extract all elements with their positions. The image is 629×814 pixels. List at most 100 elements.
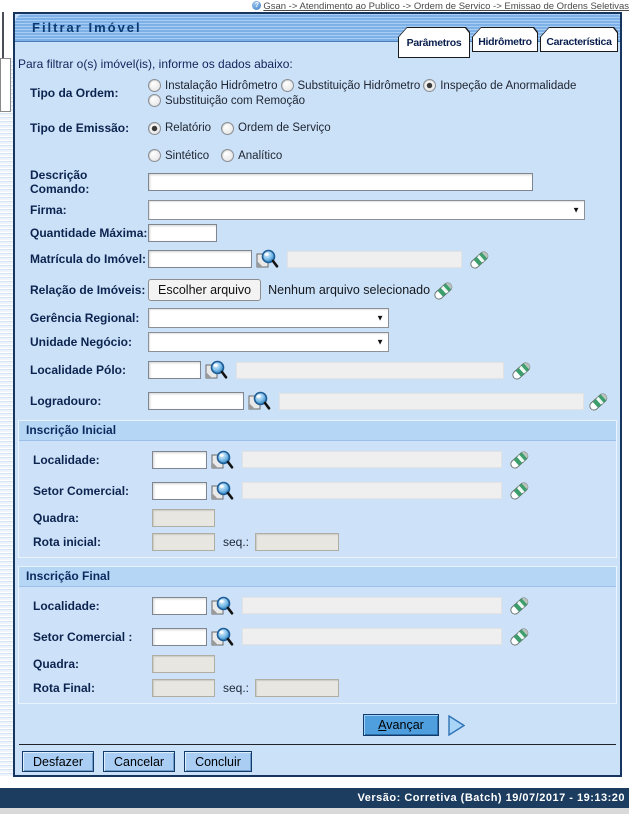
inicial-quadra-input <box>152 509 215 527</box>
radio-input-instalacao-hidrometro[interactable] <box>148 79 161 92</box>
descricao-comando-label: Descrição Comando: <box>30 168 90 196</box>
matricula-imovel-label: Matrícula do Imóvel: <box>30 252 147 266</box>
localidade-polo-input[interactable] <box>148 361 201 379</box>
gerencia-regional-label: Gerência Regional: <box>30 311 140 325</box>
inscricao-inicial-title: Inscrição Inicial <box>19 421 616 441</box>
search-icon[interactable] <box>255 248 279 270</box>
final-quadra-input <box>152 655 215 673</box>
inscricao-inicial-section: Inscrição Inicial Localidade: <box>18 420 617 558</box>
localidade-polo-label: Localidade Pólo: <box>30 363 127 377</box>
final-localidade-input[interactable] <box>152 596 207 615</box>
radio-inspecao-anormalidade[interactable]: Inspeção de Anormalidade <box>423 79 576 92</box>
divider <box>19 744 616 745</box>
final-rota-input <box>152 679 215 697</box>
search-icon[interactable] <box>210 595 234 617</box>
search-icon[interactable] <box>247 390 271 412</box>
radio-substituicao-hidrometro[interactable]: Substituição Hidrômetro <box>280 79 420 92</box>
matricula-imovel-input[interactable] <box>148 250 252 268</box>
radio-input-inspecao-anormalidade[interactable] <box>423 79 437 92</box>
inicial-rota-seq-input <box>255 533 340 551</box>
inicial-localidade-label: Localidade: <box>33 452 100 467</box>
forward-arrow-icon[interactable] <box>448 715 465 736</box>
logradouro-input[interactable] <box>148 392 244 410</box>
logradouro-label: Logradouro: <box>30 394 102 408</box>
help-icon[interactable] <box>252 1 262 11</box>
localidade-polo-display <box>236 361 504 379</box>
search-icon[interactable] <box>210 449 234 471</box>
gerencia-regional-select[interactable] <box>148 308 389 328</box>
eraser-icon[interactable] <box>589 392 608 411</box>
eraser-icon[interactable] <box>510 596 529 615</box>
radio-input-substituicao-remocao[interactable] <box>148 94 161 107</box>
frame-splitter-handle[interactable] <box>0 58 11 112</box>
inicial-rota-label: Rota inicial: <box>33 535 102 549</box>
radio-ordem-servico[interactable]: Ordem de Serviço <box>221 121 331 135</box>
final-seq-label: seq.: <box>223 681 250 695</box>
radio-analitico[interactable]: Analítico <box>221 149 282 162</box>
tipo-ordem-label: Tipo da Ordem: <box>30 86 119 100</box>
eraser-icon[interactable] <box>510 627 529 646</box>
search-icon[interactable] <box>210 626 234 648</box>
final-setor-label: Setor Comercial : <box>33 629 133 644</box>
search-icon[interactable] <box>204 359 228 381</box>
tab-caracteristica[interactable]: Característica <box>540 27 618 52</box>
left-frame-splitter <box>0 12 13 777</box>
descricao-comando-input[interactable] <box>148 173 533 191</box>
inicial-setor-display <box>242 482 502 499</box>
final-setor-display <box>242 628 502 645</box>
inscricao-final-title: Inscrição Final <box>19 567 616 587</box>
search-icon[interactable] <box>210 480 234 502</box>
radio-input-sintetico[interactable] <box>148 149 161 162</box>
final-setor-input[interactable] <box>152 627 207 646</box>
inscricao-final-section: Inscrição Final Localidade: <box>18 566 617 704</box>
radio-substituicao-remocao[interactable]: Substituição com Remoção <box>148 94 305 107</box>
eraser-icon[interactable] <box>512 361 531 380</box>
tab-hidrometro[interactable]: Hidrômetro <box>472 27 538 52</box>
final-rota-seq-input <box>255 679 340 697</box>
unidade-negocio-select[interactable] <box>148 332 389 352</box>
avancar-button[interactable]: Avançar <box>363 714 439 736</box>
quantidade-maxima-label: Quantidade Máxima: <box>30 226 148 240</box>
radio-instalacao-hidrometro[interactable]: Instalação Hidrômetro <box>148 79 278 92</box>
matricula-imovel-display <box>287 250 462 268</box>
desfazer-button[interactable]: Desfazer <box>22 751 95 772</box>
final-quadra-label: Quadra: <box>33 657 80 671</box>
firma-label: Firma: <box>30 203 67 217</box>
logradouro-display <box>279 392 584 410</box>
eraser-icon[interactable] <box>434 281 453 300</box>
inicial-localidade-display <box>242 451 502 468</box>
final-localidade-label: Localidade: <box>33 598 100 613</box>
version-text: Versão: Corretiva (Batch) 19/07/2017 - 1… <box>357 792 625 804</box>
inicial-setor-label: Setor Comercial: <box>33 483 130 498</box>
firma-select[interactable] <box>148 200 585 220</box>
intro-text: Para filtrar o(s) imóvel(is), informe os… <box>18 57 293 71</box>
final-localidade-display <box>242 597 502 614</box>
unidade-negocio-label: Unidade Negócio: <box>30 335 133 349</box>
cancelar-button[interactable]: Cancelar <box>103 751 176 772</box>
quantidade-maxima-input[interactable] <box>148 224 217 242</box>
page-title: Filtrar Imóvel <box>32 20 142 35</box>
tab-parametros[interactable]: Parâmetros <box>398 27 470 58</box>
breadcrumb[interactable]: Gsan -> Atendimento ao Publico -> Ordem … <box>263 1 629 12</box>
radio-input-ordem-servico[interactable] <box>221 121 235 135</box>
breadcrumb-bar: Gsan -> Atendimento ao Publico -> Ordem … <box>0 0 629 12</box>
filter-imovel-window: Filtrar Imóvel Parâmetros Hidrômetro Car… <box>13 12 622 777</box>
chevron-down-icon <box>572 205 580 214</box>
tab-strip: Parâmetros Hidrômetro Característica <box>398 27 618 58</box>
eraser-icon[interactable] <box>510 481 529 500</box>
radio-input-substituicao-hidrometro[interactable] <box>280 79 294 92</box>
eraser-icon[interactable] <box>510 450 529 469</box>
relacao-imoveis-label: Relação de Imóveis: <box>30 283 146 297</box>
inicial-seq-label: seq.: <box>223 535 250 549</box>
radio-input-analitico[interactable] <box>221 149 235 162</box>
eraser-icon[interactable] <box>470 250 489 269</box>
inicial-localidade-input[interactable] <box>152 450 207 469</box>
radio-relatorio[interactable]: Relatório <box>148 121 211 135</box>
radio-sintetico[interactable]: Sintético <box>148 149 209 162</box>
choose-file-button[interactable]: Escolher arquivo <box>148 279 262 301</box>
form-content: Para filtrar o(s) imóvel(is), informe os… <box>15 41 620 775</box>
concluir-button[interactable]: Concluir <box>184 751 252 772</box>
file-status-text: Nenhum arquivo selecionado <box>268 283 431 297</box>
inicial-setor-input[interactable] <box>152 481 207 500</box>
radio-input-relatorio[interactable] <box>148 121 161 135</box>
